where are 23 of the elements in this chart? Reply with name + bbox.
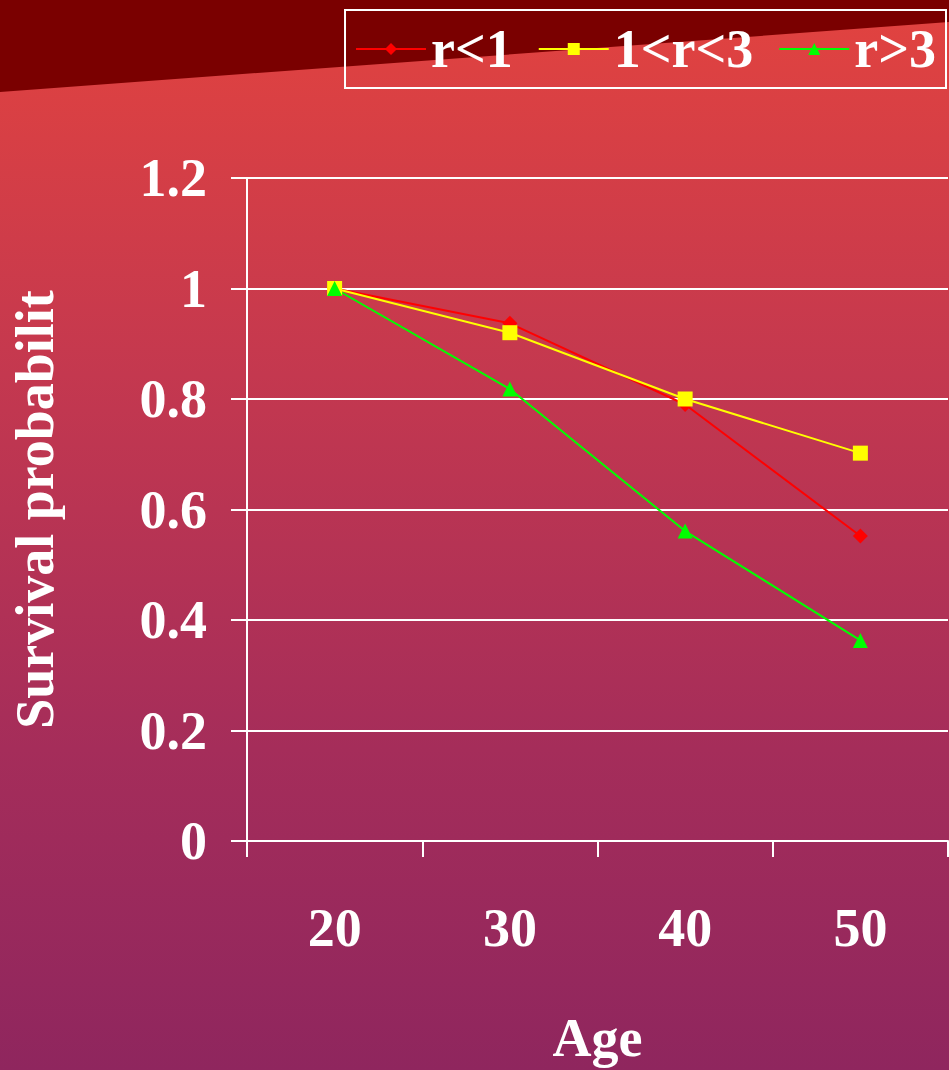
x-axis-title: Age [552,1008,643,1068]
y-tick-label: 0.6 [139,479,207,540]
point [502,381,518,397]
point [852,632,868,648]
point [677,391,693,407]
x-tick-label: 40 [658,898,713,958]
x-tick-label: 30 [482,898,537,958]
legend-label: 1<r<3 [613,19,754,79]
x-tick-label: 50 [833,898,888,958]
legend-label: r>3 [854,19,937,79]
y-axis-title: Survival probabilit [5,290,65,729]
y-tick-label: 0 [180,811,207,871]
point [852,445,868,461]
y-tick-label: 1.2 [139,148,207,208]
y-tick-label: 1 [180,258,207,319]
y-tick-label: 0.8 [139,369,207,429]
y-tick-label: 0.2 [139,700,207,761]
point [852,528,868,544]
point [502,325,518,341]
y-tick-label: 0.4 [139,590,207,650]
legend-label: r<1 [431,19,513,79]
x-tick-label: 20 [307,898,362,958]
point [677,523,693,539]
